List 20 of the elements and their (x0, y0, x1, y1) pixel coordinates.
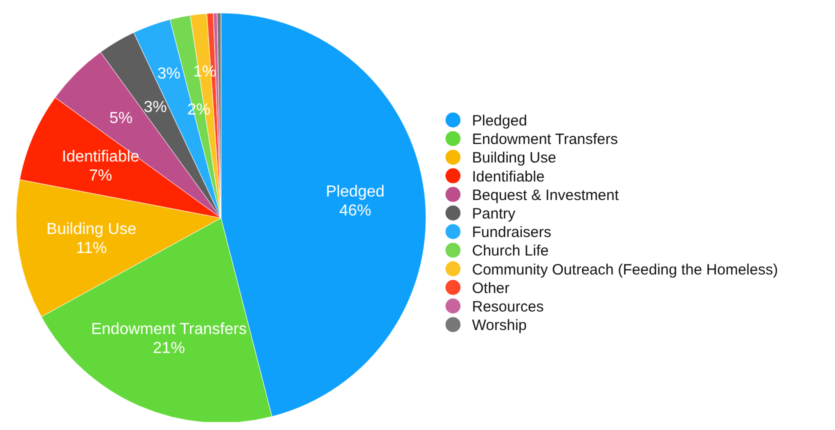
legend-label: Resources (472, 298, 544, 316)
legend-label: Community Outreach (Feeding the Homeless) (472, 261, 778, 278)
data-label: 2% (187, 102, 210, 119)
legend-label: Building Use (472, 150, 556, 167)
data-label: Pledged 46% (326, 184, 385, 220)
data-label: 3% (144, 98, 167, 116)
legend-label: Fundraisers (472, 224, 552, 242)
legend-label: Pantry (472, 206, 516, 222)
legend-label: Pledged (472, 112, 528, 130)
data-label: Identifiable 7% (62, 148, 140, 184)
legend-label: Identifiable (472, 168, 545, 186)
legend-label: Bequest & Investment (472, 186, 620, 204)
legend-label: Other (472, 280, 510, 297)
data-label: Building Use 11% (46, 221, 136, 258)
data-label: Endowment Transfers 21% (91, 320, 247, 357)
data-label: 5% (109, 110, 133, 127)
legend-label: Church Life (472, 242, 549, 260)
legend-label: Endowment Transfers (472, 131, 618, 148)
legend-label: Worship (472, 317, 527, 334)
data-label: 3% (157, 65, 180, 82)
